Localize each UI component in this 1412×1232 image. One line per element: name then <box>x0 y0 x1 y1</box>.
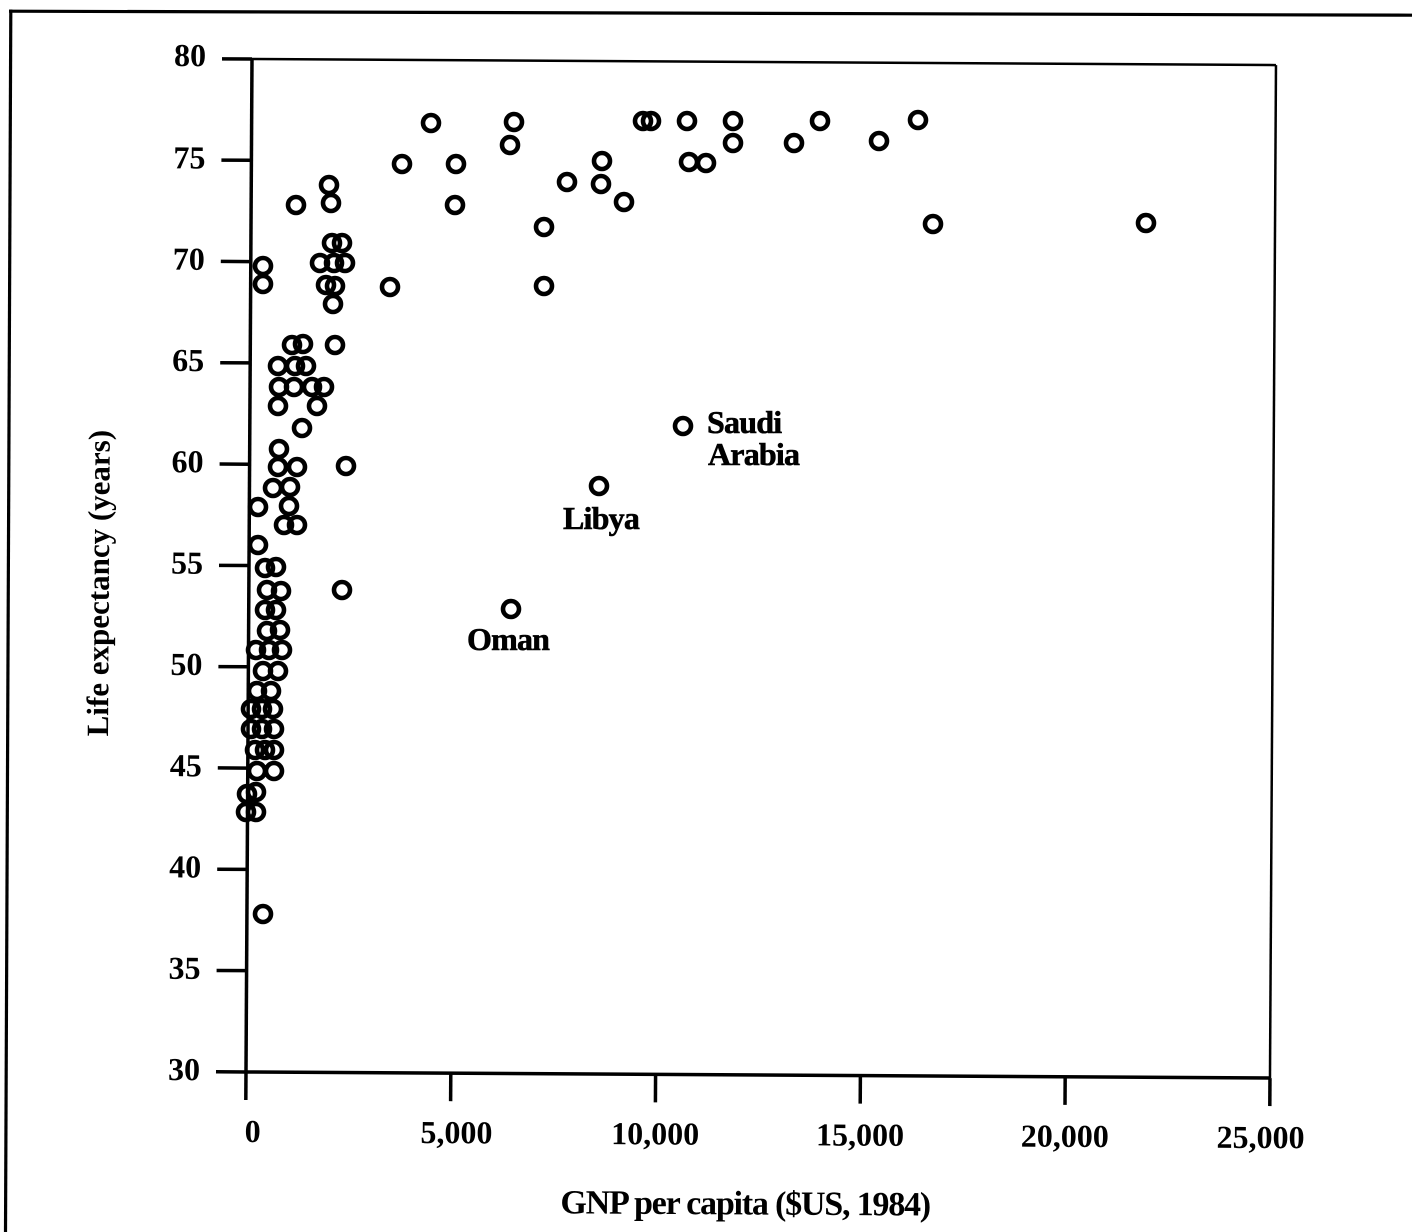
svg-text:45: 45 <box>170 747 202 783</box>
svg-text:60: 60 <box>172 443 204 479</box>
svg-text:5,000: 5,000 <box>420 1114 492 1150</box>
svg-text:Arabia: Arabia <box>708 436 800 472</box>
svg-text:Libya: Libya <box>563 500 640 536</box>
svg-text:30: 30 <box>168 1051 200 1087</box>
svg-text:15,000: 15,000 <box>816 1116 904 1153</box>
svg-text:70: 70 <box>173 241 205 277</box>
svg-text:25,000: 25,000 <box>1217 1119 1305 1156</box>
svg-text:55: 55 <box>171 545 203 581</box>
svg-text:80: 80 <box>174 37 206 73</box>
svg-text:35: 35 <box>168 950 200 986</box>
svg-text:Saudi: Saudi <box>707 404 782 440</box>
svg-text:0: 0 <box>245 1113 261 1149</box>
svg-text:20,000: 20,000 <box>1021 1118 1109 1155</box>
svg-text:65: 65 <box>172 342 204 378</box>
svg-text:GNP per capita ($US, 1984): GNP per capita ($US, 1984) <box>560 1184 930 1223</box>
svg-text:50: 50 <box>170 646 202 682</box>
svg-text:40: 40 <box>169 848 201 884</box>
svg-text:Life expectancy (years): Life expectancy (years) <box>80 430 117 737</box>
svg-text:10,000: 10,000 <box>611 1115 699 1152</box>
svg-text:Oman: Oman <box>467 621 550 657</box>
svg-text:75: 75 <box>173 139 205 175</box>
